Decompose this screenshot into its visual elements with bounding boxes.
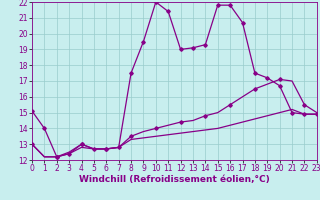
X-axis label: Windchill (Refroidissement éolien,°C): Windchill (Refroidissement éolien,°C) <box>79 175 270 184</box>
